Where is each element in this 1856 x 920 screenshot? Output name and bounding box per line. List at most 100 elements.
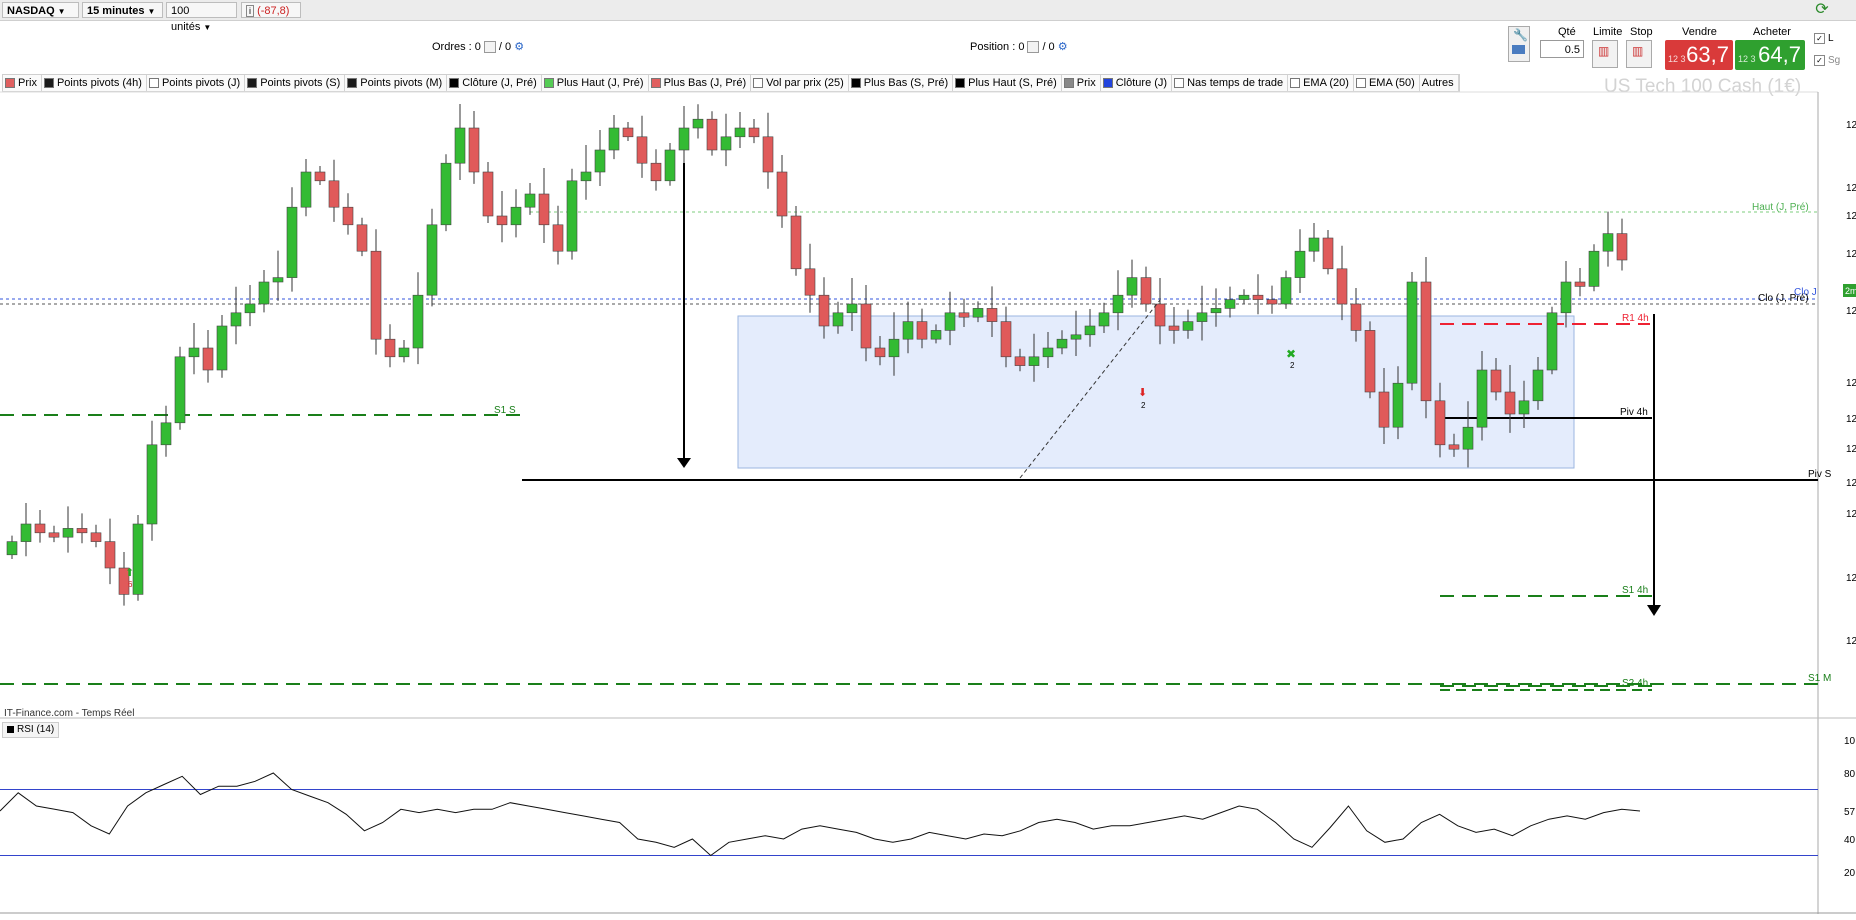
units-label: 100 unités (171, 5, 201, 33)
candle-body (1616, 233, 1628, 261)
legend-swatch (543, 78, 554, 89)
sell-price: 63,7 (1686, 42, 1729, 67)
candle-body (398, 347, 410, 358)
candle-body (972, 308, 984, 318)
candle-body (1350, 303, 1362, 331)
legend-item[interactable]: Plus Bas (S, Pré) (849, 75, 954, 91)
timeframe-label: 15 minutes (87, 5, 145, 17)
legend-swatch (347, 78, 358, 89)
candle-body (6, 541, 18, 556)
legend-label: Plus Haut (S, Pré) (968, 77, 1057, 89)
candle-body (356, 224, 368, 252)
refresh-icon[interactable]: ⟳ (1815, 1, 1829, 18)
legend-item[interactable]: Clôture (J) (1101, 75, 1173, 91)
legend-item[interactable]: Prix (1062, 75, 1101, 91)
checkbox-l[interactable]: ✓ (1814, 32, 1825, 44)
price-axis-tick: 12 (1846, 509, 1856, 520)
legend-label: Nas temps de trade (1187, 77, 1284, 89)
info-icon[interactable]: i (246, 5, 254, 17)
timeframe-select[interactable]: 15 minutes ▼ (82, 2, 163, 18)
piv-4h-label: Piv 4h (1620, 407, 1648, 418)
orders-icon[interactable] (483, 41, 496, 54)
wrench-icon[interactable]: 🔧 (1508, 26, 1530, 62)
sell-signal-icon: ⬇ (1138, 387, 1147, 399)
legend-item[interactable]: EMA (50) (1354, 75, 1420, 91)
legend-label: Clôture (J, Pré) (462, 77, 537, 89)
legend-label: Plus Bas (J, Pré) (663, 77, 747, 89)
candle-body (230, 312, 242, 327)
candle-body (1042, 347, 1054, 358)
units-select[interactable]: 100 unités ▼ (166, 2, 237, 33)
candle-body (1168, 325, 1180, 331)
candle-body (1238, 294, 1250, 300)
legend-item[interactable]: Vol par prix (25) (751, 75, 849, 91)
legend-label: Plus Bas (S, Pré) (863, 77, 949, 89)
orders-summary: Ordres : 0 / 0 ⚙ (432, 40, 525, 54)
candle-body (1378, 391, 1390, 428)
limit-button[interactable]: ▥ (1592, 40, 1618, 68)
candle-body (426, 224, 438, 296)
legend-item[interactable]: Points pivots (J) (147, 75, 246, 91)
candle-body (1518, 400, 1530, 415)
candle-body (384, 338, 396, 358)
stop-button[interactable]: ▥ (1626, 40, 1652, 68)
legend-item[interactable]: Clôture (J, Pré) (447, 75, 542, 91)
candle-body (146, 444, 158, 525)
candle-body (832, 312, 844, 327)
candle-body (48, 532, 60, 538)
candle-body (720, 136, 732, 151)
candle-body (1280, 277, 1292, 305)
candle-body (1252, 294, 1264, 300)
buy-signal-icon: ⬆ (125, 567, 134, 579)
sell-button[interactable]: 12 3 63,7 (1665, 40, 1733, 70)
chevron-down-icon: ▼ (57, 7, 66, 16)
candle-body (804, 268, 816, 296)
candle-body (188, 347, 200, 358)
clo-j-pre-label: Clo (J, Pré) (1758, 293, 1809, 304)
legend-item[interactable]: Points pivots (M) (345, 75, 448, 91)
qty-input[interactable]: 0.5 (1540, 40, 1584, 58)
legend-swatch (650, 78, 661, 89)
legend-label: Prix (18, 77, 37, 89)
candle-body (580, 171, 592, 182)
chevron-down-icon: ▼ (203, 23, 212, 32)
candle-body (1084, 325, 1096, 336)
legend-swatch (247, 78, 258, 89)
legend-item[interactable]: Points pivots (4h) (42, 75, 147, 91)
candle-body (300, 171, 312, 208)
candle-body (1574, 281, 1586, 287)
candle-body (594, 149, 606, 173)
legend-item[interactable]: Autres (1420, 75, 1459, 91)
candle-body (1098, 312, 1110, 327)
legend-item[interactable]: Points pivots (S) (245, 75, 346, 91)
candle-body (776, 171, 788, 217)
candle-body (1210, 308, 1222, 314)
candle-body (174, 356, 186, 424)
legend-item[interactable]: Nas temps de trade (1172, 75, 1289, 91)
candle-body (1434, 400, 1446, 446)
legend-swatch (148, 78, 159, 89)
instrument-select[interactable]: NASDAQ ▼ (2, 2, 79, 18)
legend-item[interactable]: Plus Bas (J, Pré) (649, 75, 752, 91)
buy-button[interactable]: 12 3 64,7 (1735, 40, 1805, 70)
settings-icon[interactable]: ⚙ (514, 41, 525, 53)
range-box (737, 315, 1575, 469)
legend-item[interactable]: Plus Haut (J, Pré) (542, 75, 649, 91)
position-icon[interactable] (1027, 41, 1040, 54)
candle-body (370, 250, 382, 340)
stop-label: Stop (1630, 26, 1653, 38)
checkbox-sg[interactable]: ✓ (1814, 54, 1825, 66)
settings-icon[interactable]: ⚙ (1057, 41, 1068, 53)
buy-label: Acheter (1753, 26, 1791, 38)
candle-body (1056, 338, 1068, 349)
legend-item[interactable]: EMA (20) (1288, 75, 1354, 91)
candle-body (1406, 281, 1418, 384)
candle-body (1266, 299, 1278, 305)
candle-body (818, 294, 830, 327)
price-axis-tick: 12 (1846, 378, 1856, 389)
legend-item[interactable]: Prix (3, 75, 42, 91)
legend-label: Points pivots (J) (161, 77, 241, 89)
legend-item[interactable]: Plus Haut (S, Pré) (953, 75, 1062, 91)
candle-body (20, 523, 32, 542)
